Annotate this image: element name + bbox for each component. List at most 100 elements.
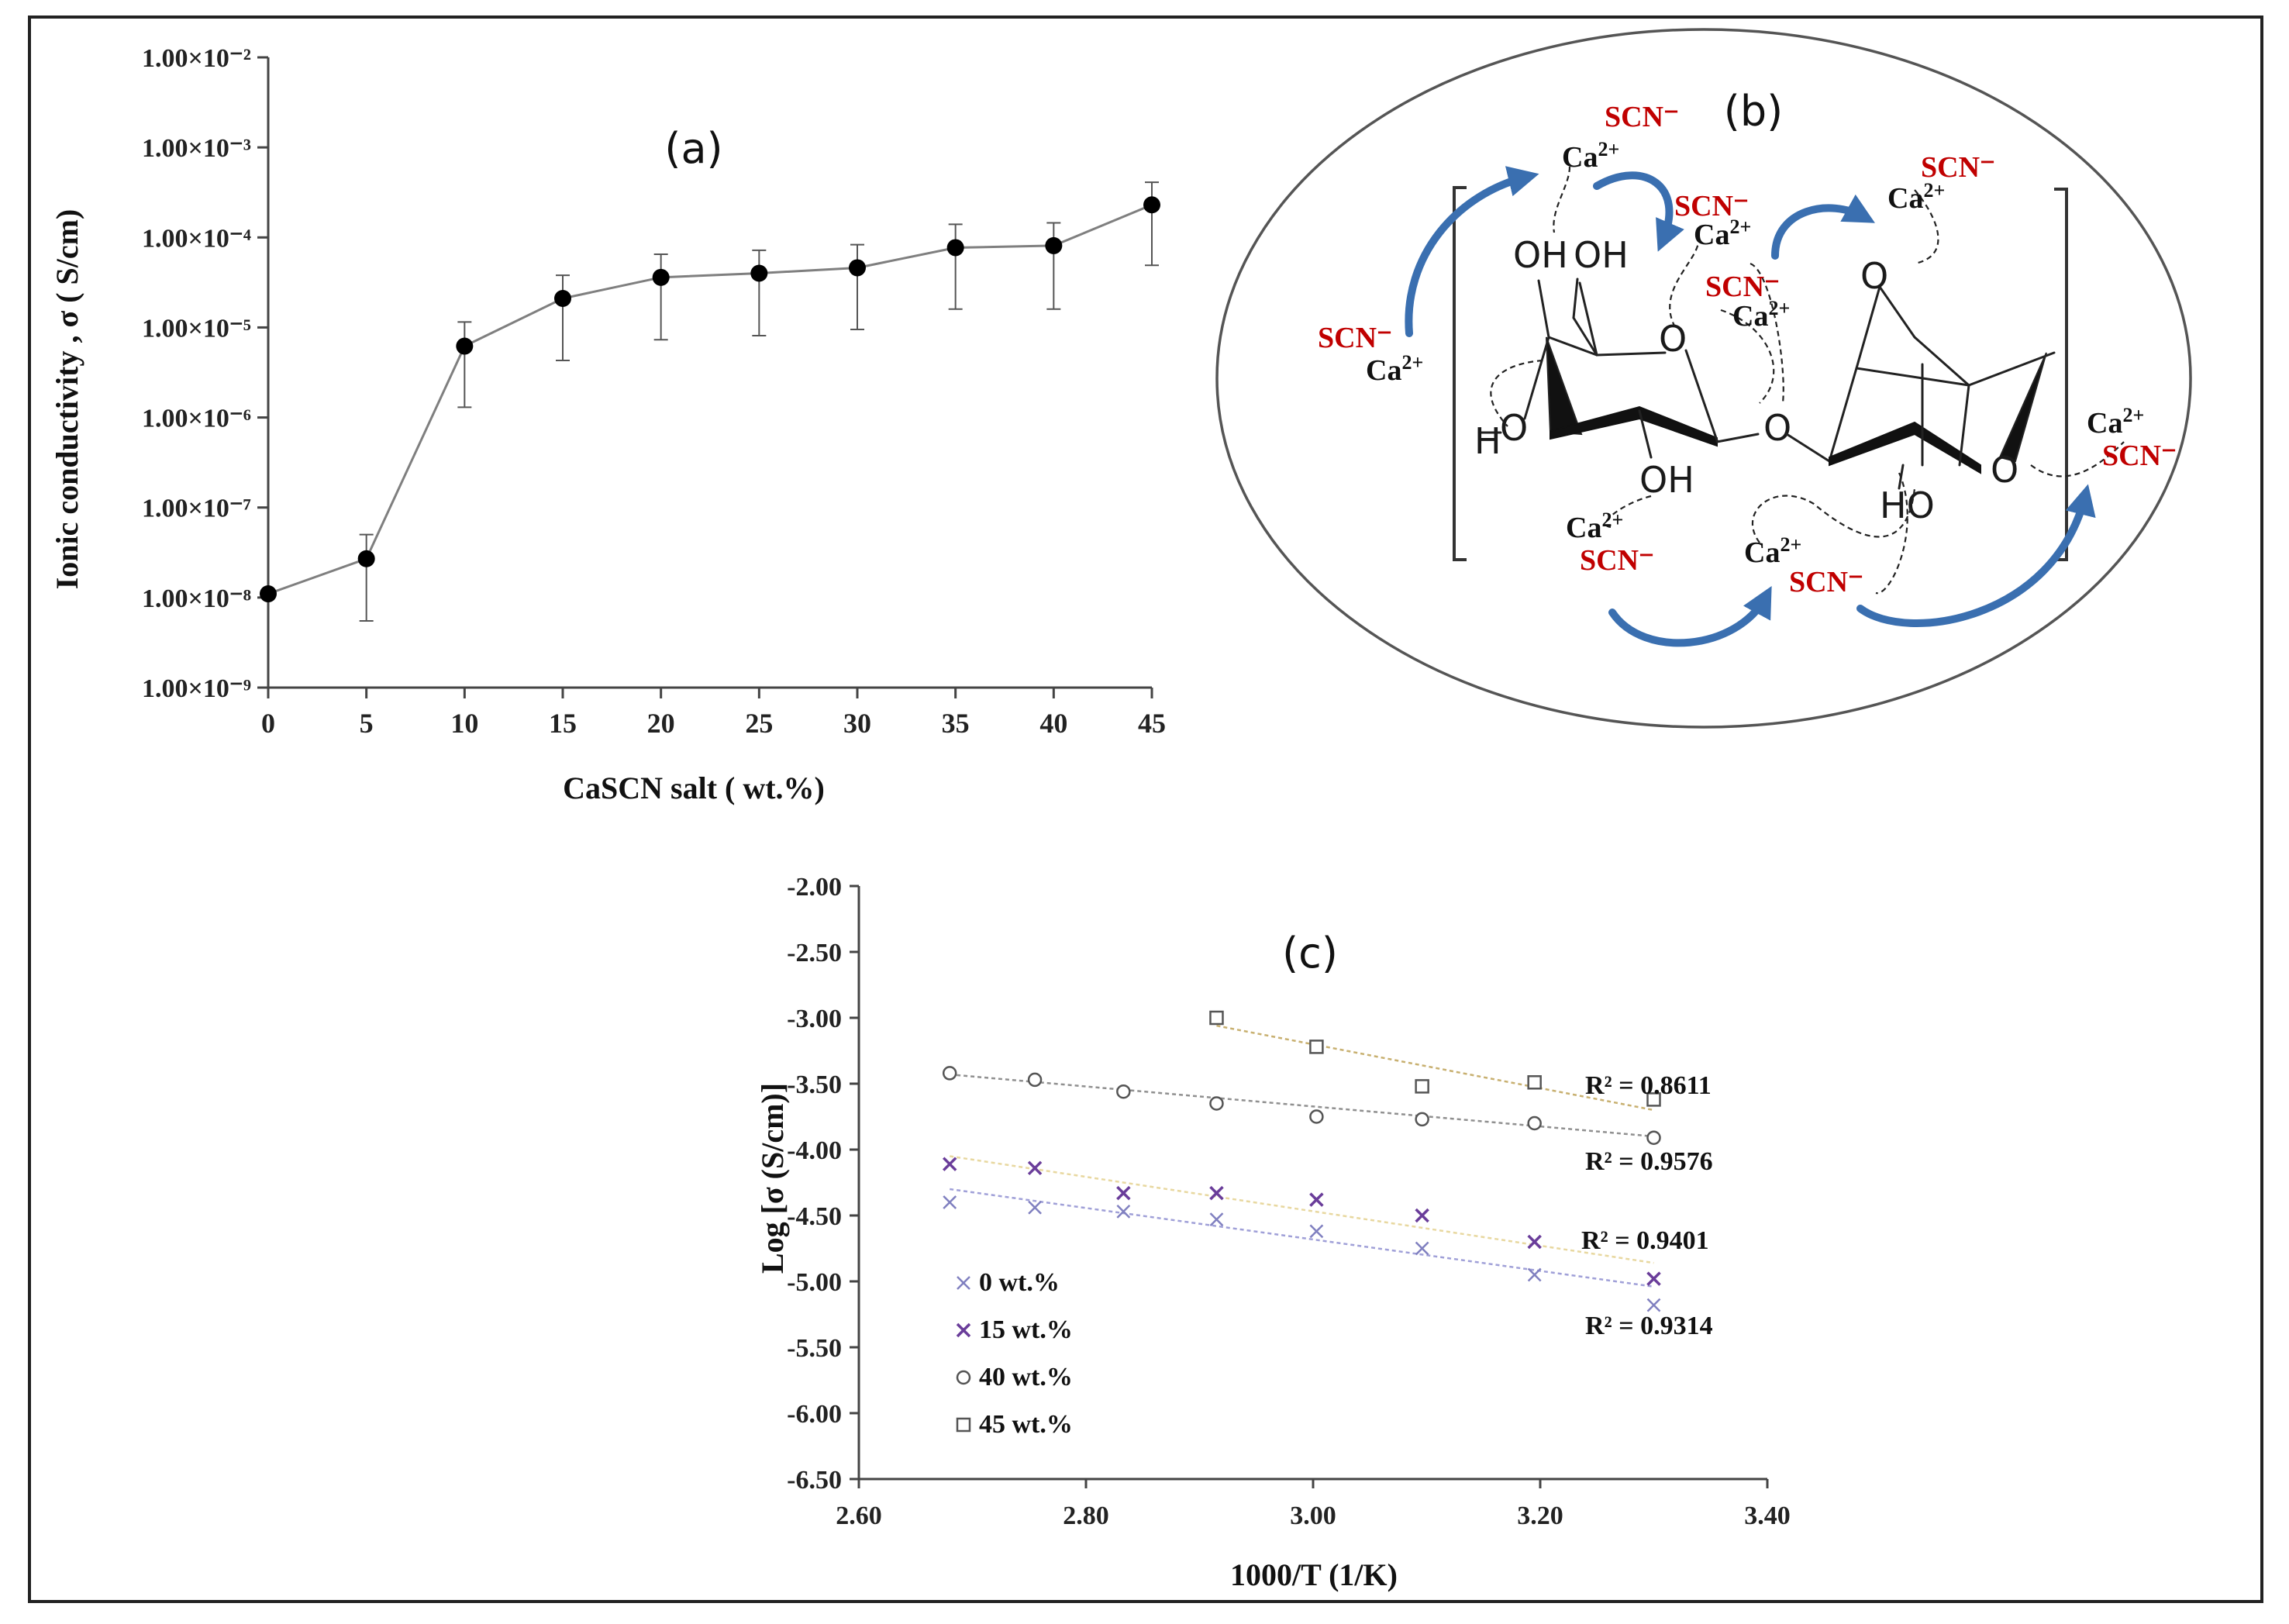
panel-c-point-series-1 (1116, 1185, 1131, 1201)
atom-h: H (1474, 420, 1501, 462)
panel-a-x-tick-label: 10 (450, 708, 478, 739)
ca-label-6: Ca2+ (1566, 509, 1623, 545)
panel-a-x-label: CaSCN salt ( wt.%) (563, 771, 825, 805)
glucose-ring-1 (1477, 278, 1760, 459)
panel-c-point-series-0 (1209, 1212, 1224, 1226)
panel-a-y-tick-label: 1.00×10⁻⁶ (142, 405, 251, 433)
glucose-ring-2 (1785, 285, 2056, 490)
panel-a-x-ticks: 0 5 10 15 20 25 30 35 40 45 (261, 688, 1166, 739)
ion-migration-arrows (1405, 166, 2096, 647)
panel-c-point-series-3 (1646, 1092, 1661, 1107)
ca-label-8: Ca2+ (2087, 404, 2144, 440)
panel-c-trendlines (950, 1024, 1654, 1288)
panel-a-x-tick-label: 5 (360, 708, 374, 739)
panel-c-chart: (c) -2.00-2.50-3.00-3.50-4.00-4.50-5.00-… (755, 873, 1791, 1592)
atom-oh-3: OH (1639, 459, 1694, 501)
panel-a-y-tick-label: 1.00×10⁻⁵ (142, 314, 251, 343)
panel-c-point-series-3 (1415, 1079, 1429, 1094)
panel-a-y-tick-label: 1.00×10⁻⁷ (142, 495, 251, 523)
panel-c-x-ticks: 2.60 2.80 3.00 3.20 3.40 (836, 1479, 1791, 1530)
ca-label-5: Ca2+ (1366, 351, 1423, 388)
arrow-4 (1608, 585, 1772, 647)
panel-a-y-tick-label: 1.00×10⁻⁴ (142, 224, 251, 253)
panel-a-y-tick-label: 1.00×10⁻² (142, 44, 251, 73)
panel-c-x-tick-label: 2.60 (836, 1502, 882, 1530)
panel-c-x-tick-label: 2.80 (1063, 1502, 1109, 1530)
panel-c-point-series-0 (1116, 1205, 1131, 1219)
panel-a-y-label: Ionic conductivity , σ ( S/cm) (50, 209, 84, 590)
panel-a-chart: (a) 1.00×10⁻⁹ 1.00×10⁻⁸ 1.00×10⁻⁷ 1.00×10⁻⁶… (50, 44, 1166, 805)
panel-c-y-tick-label: -5.00 (787, 1268, 842, 1297)
panel-c-point-series-3 (1209, 1010, 1224, 1026)
r2-label-3: R² = 0.8611 (1585, 1071, 1712, 1100)
panel-a-series-line (267, 203, 1153, 595)
panel-a-x-tick-label: 40 (1039, 708, 1067, 739)
panel-c-x-label: 1000/T (1/K) (1230, 1557, 1398, 1592)
trendline-2 (950, 1073, 1654, 1138)
ca-label-7: Ca2+ (1744, 533, 1801, 570)
scn-label-5: SCN⁻ (1318, 322, 1392, 354)
legend-marker-0 (957, 1276, 970, 1290)
panel-c-point-series-0 (1415, 1241, 1429, 1256)
panel-c-y-tick-label: -4.00 (787, 1136, 842, 1165)
panel-c-y-tick-label: -5.50 (787, 1334, 842, 1363)
panel-c-point-series-3 (1309, 1040, 1324, 1054)
panel-a-data-point (849, 259, 866, 277)
panel-c-y-label: Log [σ (S/cm)] (755, 1083, 790, 1274)
panel-c-y-tick-label: -4.50 (787, 1202, 842, 1231)
panel-c-point-series-2 (942, 1066, 957, 1081)
panel-c-point-series-2 (1527, 1115, 1542, 1131)
arrow-1 (1405, 166, 1539, 337)
atom-o-2: O (1991, 449, 2018, 491)
panel-c-y-tick-label: -3.00 (787, 1005, 842, 1033)
panel-a-x-tick-label: 30 (843, 708, 871, 739)
coordination-lines (1490, 166, 2125, 595)
panel-c-y-ticks: -2.00 -2.50 -3.00 -3.50 -4.00 -4.50 -5.00 -5.50… (787, 873, 859, 1495)
scn-label-1: SCN⁻ (1605, 101, 1679, 133)
ca-label-1: Ca2+ (1562, 138, 1619, 174)
panel-c-point-series-2 (1309, 1109, 1324, 1124)
panel-c-point-series-0 (1028, 1200, 1042, 1215)
legend-marker-3 (956, 1417, 971, 1433)
panel-a-data-point (554, 290, 571, 308)
panel-c-point-series-2 (1116, 1084, 1131, 1099)
panel-a-x-tick-label: 45 (1138, 708, 1166, 739)
legend-label-0: 0 wt.% (979, 1268, 1060, 1297)
panel-a-x-tick-label: 15 (549, 708, 577, 739)
ca-label-3: Ca2+ (1732, 297, 1790, 333)
atom-o-bridge: O (1860, 255, 1888, 297)
panel-c-point-series-1 (1027, 1160, 1043, 1176)
panel-b-diagram: (b) H O OH OH O OH O (1215, 28, 2192, 729)
panel-a-x-tick-label: 35 (942, 708, 970, 739)
scn-label-8: SCN⁻ (2102, 440, 2177, 472)
r2-label-1: R² = 0.9401 (1581, 1226, 1709, 1255)
panel-a-y-tick-label: 1.00×10⁻⁸ (142, 584, 251, 613)
panel-c-y-tick-label: -2.00 (787, 873, 842, 902)
panel-c-x-tick-label: 3.20 (1517, 1502, 1563, 1530)
panel-c-x-tick-label: 3.00 (1290, 1502, 1336, 1530)
panel-c-point-series-2 (1027, 1072, 1043, 1088)
scn-label-7: SCN⁻ (1789, 566, 1863, 598)
panel-a-x-tick-label: 20 (647, 708, 675, 739)
atom-oh-1: OH (1513, 234, 1568, 276)
panel-c-point-series-1 (1415, 1208, 1429, 1223)
panel-c-point-series-0 (1309, 1224, 1324, 1239)
panel-a-data-point (456, 337, 474, 355)
scn-label-2: SCN⁻ (1674, 190, 1749, 222)
panel-c-y-tick-label: -6.50 (787, 1466, 842, 1495)
panel-a-x-tick-label: 25 (745, 708, 773, 739)
panel-b-ellipse (1215, 28, 2192, 729)
panel-c-point-series-0 (943, 1195, 957, 1209)
panel-a-y-tick-label: 1.00×10⁻⁹ (142, 674, 251, 703)
trendline-1 (950, 1155, 1654, 1264)
ion-labels: SCN⁻ Ca2+ SCN⁻ Ca2+ SCN⁻ Ca2+ SCN⁻ Ca2+ … (1318, 101, 2177, 598)
legend-label-3: 45 wt.% (979, 1410, 1073, 1439)
panel-c-r2-labels: R² = 0.9314 R² = 0.9401 R² = 0.9576 R² = 0.… (1581, 1071, 1713, 1340)
panel-a-data-point (1143, 196, 1160, 214)
panel-c-point-series-3 (1527, 1075, 1542, 1090)
left-bracket (1453, 186, 1467, 561)
panel-c-label: (c) (1282, 929, 1338, 978)
panel-a-y-ticks: 1.00×10⁻⁹ 1.00×10⁻⁸ 1.00×10⁻⁷ 1.00×10⁻⁶ 1.00… (142, 44, 268, 703)
legend-marker-2 (956, 1370, 971, 1385)
